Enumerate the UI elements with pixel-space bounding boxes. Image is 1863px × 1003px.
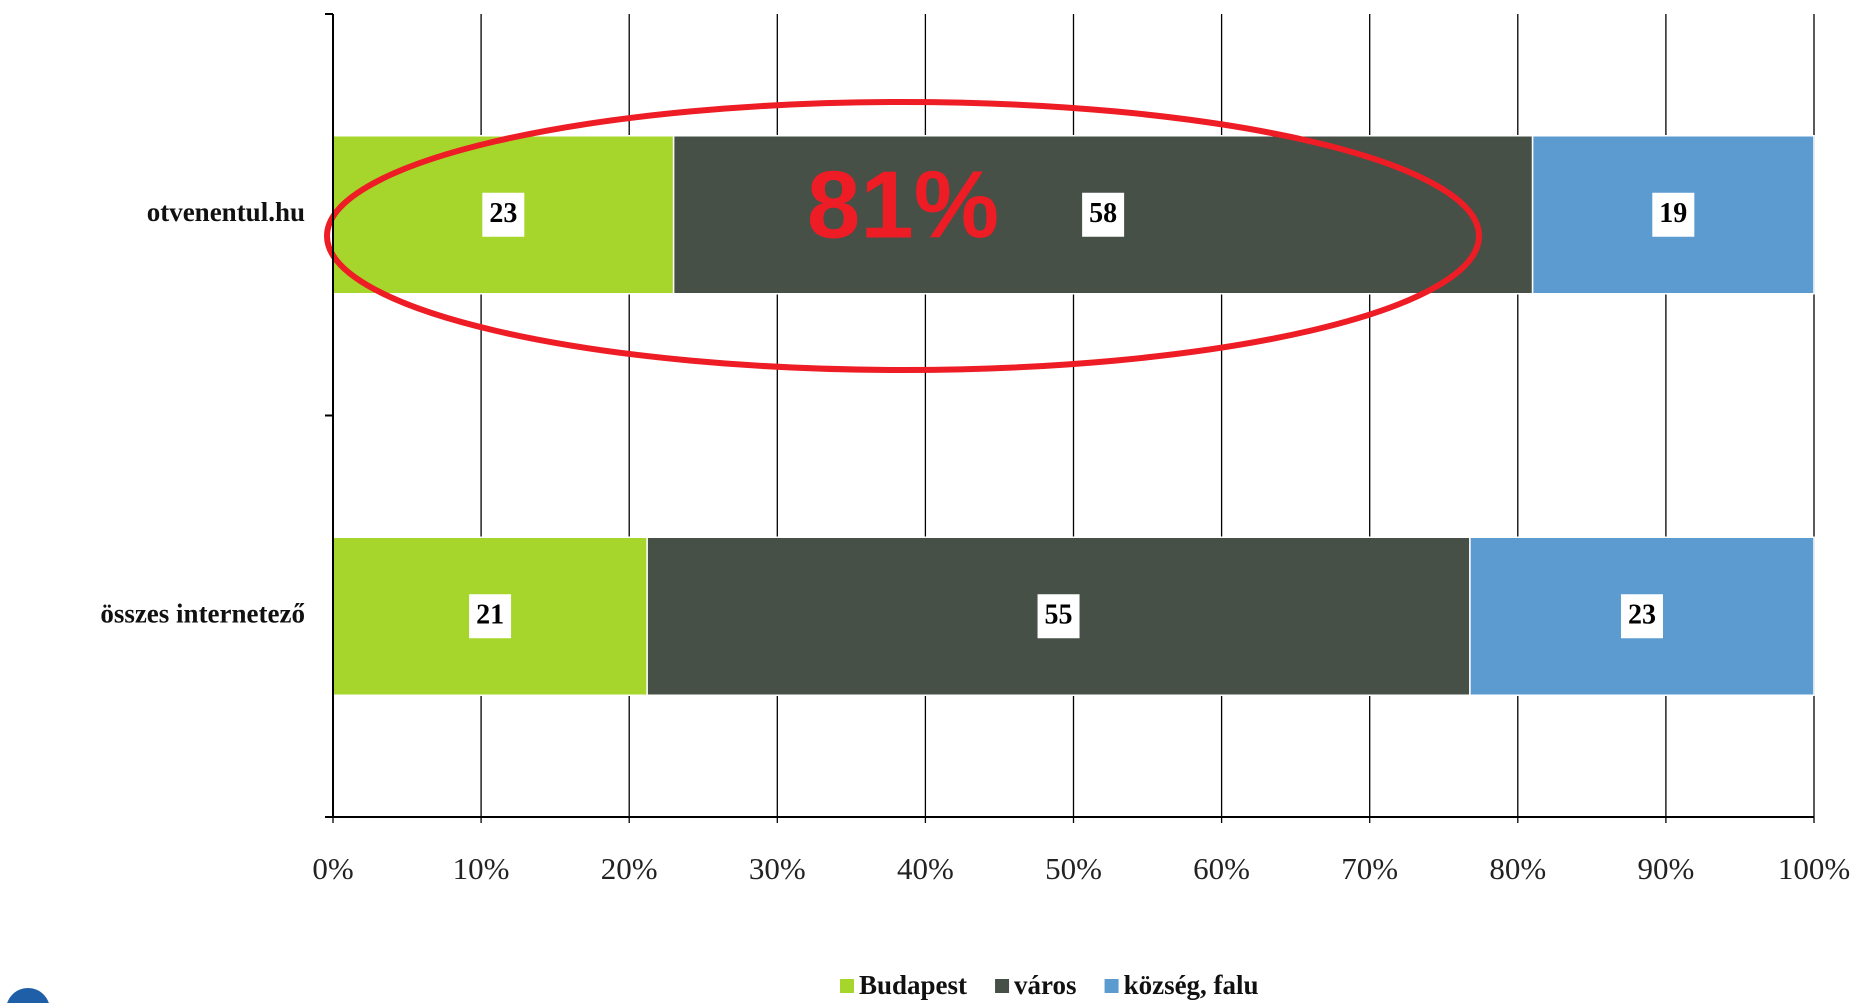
x-tick-label: 40% (897, 851, 954, 886)
x-tick-label: 60% (1193, 851, 1250, 886)
data-label: 21 (476, 600, 504, 631)
legend-swatch (995, 979, 1010, 993)
x-tick-label: 0% (312, 851, 353, 886)
data-label-bg (1620, 594, 1663, 639)
legend-label: község, falu (1124, 970, 1259, 1000)
legend-swatch (1104, 979, 1119, 993)
data-label-bg (482, 192, 525, 237)
x-tick-label: 90% (1637, 851, 1694, 886)
x-tick-label: 100% (1778, 851, 1850, 886)
legend-label: Budapest (859, 970, 967, 1000)
highlight-ellipse (324, 99, 1482, 373)
x-tick-label: 30% (749, 851, 806, 886)
data-label: 23 (489, 198, 517, 229)
logo (7, 988, 49, 1003)
category-label: összes internetező (100, 598, 305, 628)
data-label: 19 (1659, 198, 1687, 229)
legend-label: város (1014, 970, 1077, 1000)
data-label: 55 (1045, 600, 1073, 631)
data-label-bg (1037, 594, 1080, 639)
legend-swatch (840, 979, 854, 993)
data-label-bg (469, 594, 512, 639)
category-label: otvenentul.hu (147, 197, 305, 227)
x-tick-label: 20% (601, 851, 658, 886)
data-label-bg (1652, 192, 1695, 237)
data-label: 58 (1089, 198, 1117, 229)
x-tick-label: 80% (1489, 851, 1546, 886)
x-tick-label: 10% (453, 851, 510, 886)
data-label-bg (1082, 192, 1125, 237)
data-label: 23 (1628, 600, 1656, 631)
annotation: 81% (807, 151, 999, 258)
x-tick-label: 70% (1341, 851, 1398, 886)
x-tick-label: 50% (1045, 851, 1102, 886)
